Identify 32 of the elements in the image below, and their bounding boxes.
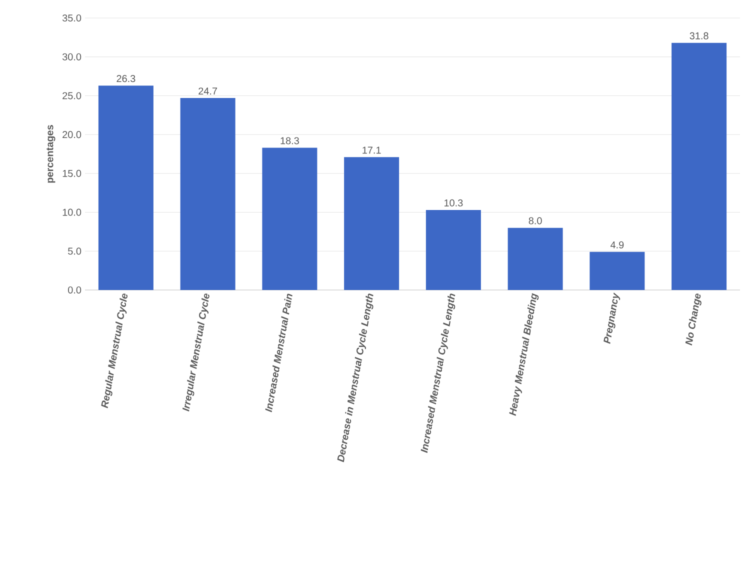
x-tick-label: Irregular Menstrual Cycle (182, 294, 210, 412)
y-tick-label: 20.0 (62, 131, 82, 138)
bar (262, 148, 318, 290)
data-label: 26.3 (116, 75, 136, 82)
y-tick-label: 0.0 (68, 286, 82, 294)
bar (426, 210, 481, 290)
data-label: 10.3 (444, 199, 463, 206)
y-tick-label: 5.0 (68, 248, 82, 255)
bar (672, 42, 727, 290)
bar (344, 157, 400, 290)
bar (180, 98, 236, 290)
y-tick-label: 15.0 (62, 170, 82, 177)
x-tick-label: No Change (685, 294, 702, 346)
bar (590, 252, 645, 290)
y-tick-label: 30.0 (62, 53, 82, 60)
data-label: 18.3 (280, 137, 299, 144)
y-tick-label: 10.0 (62, 208, 82, 216)
bar (508, 228, 563, 290)
x-tick-label: Decrease in Menstrual Cycle Length (337, 294, 374, 462)
bar (98, 86, 154, 290)
x-tick-label: Increased Menstrual Cycle Length (420, 294, 456, 453)
y-tick-label: 35.0 (62, 14, 82, 22)
data-label: 17.1 (362, 146, 381, 154)
data-label: 4.9 (610, 241, 624, 248)
data-label: 24.7 (198, 88, 218, 95)
data-label: 31.8 (690, 32, 708, 40)
x-tick-label: Heavy Menstrual Bleeding (509, 293, 539, 416)
y-tick-label: 25.0 (62, 92, 82, 100)
y-axis-title: percentages (46, 125, 56, 183)
x-tick-label: Increased Menstrual Pain (265, 294, 292, 412)
x-tick-label: Regular Menstrual Cycle (101, 294, 128, 408)
data-label: 8.0 (528, 217, 542, 224)
